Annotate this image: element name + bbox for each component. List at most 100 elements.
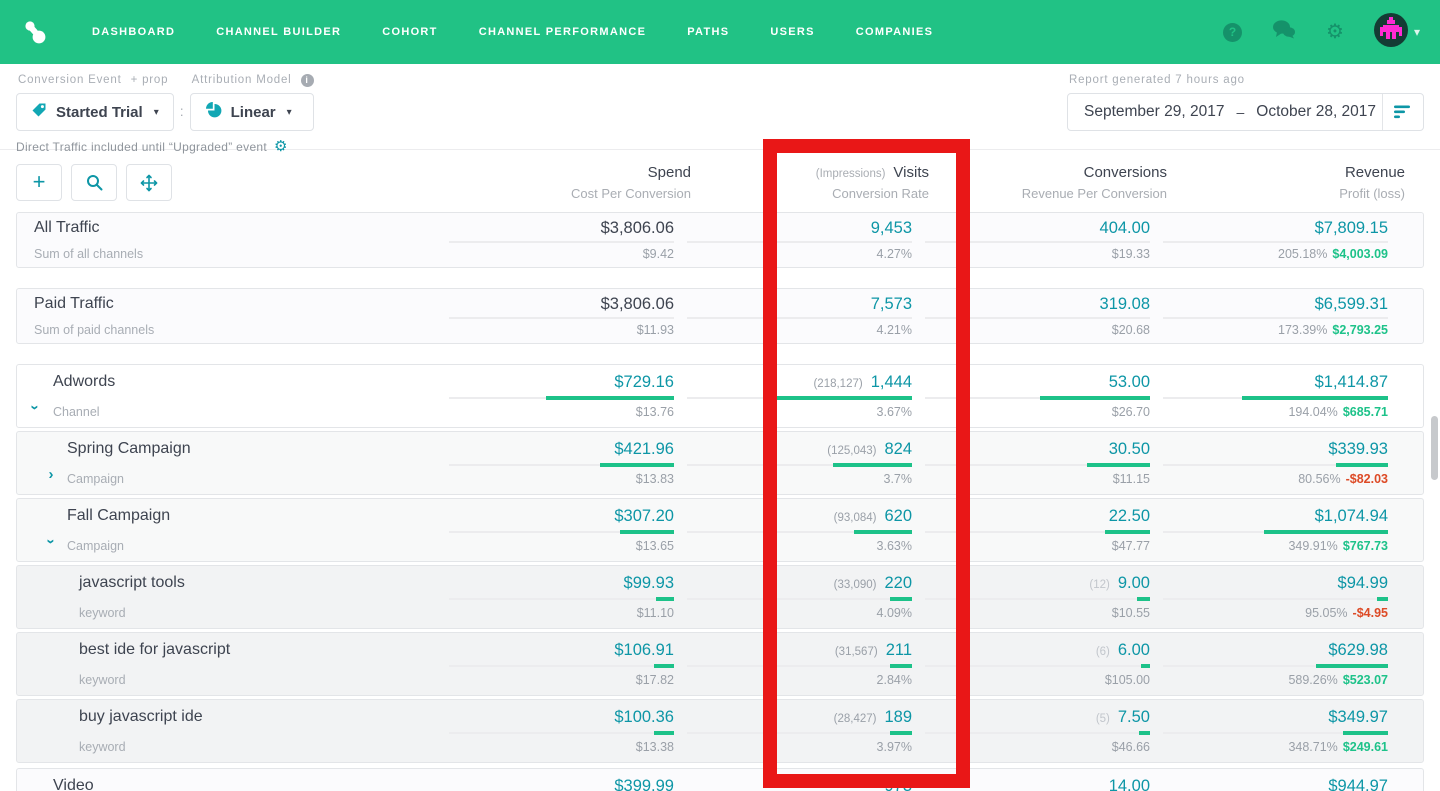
account-menu[interactable]: ▾: [1373, 12, 1420, 52]
filter-separator: :: [179, 103, 184, 119]
paren-count: (12): [1089, 579, 1110, 591]
metric-value: $94.99: [1337, 574, 1388, 592]
nav-item-paths[interactable]: PATHS: [687, 26, 730, 38]
metric-value: $1,414.87: [1314, 373, 1388, 391]
row-subtitle: Sum of paid channels: [34, 323, 155, 337]
expander-collapse-icon[interactable]: ›: [26, 405, 44, 410]
nav-item-channel-performance[interactable]: CHANNEL PERFORMANCE: [478, 26, 647, 38]
metric-value: $1,074.94: [1314, 507, 1388, 525]
metric-bar: [449, 597, 674, 601]
profit-percent: 194.04%: [1288, 405, 1338, 419]
metric-value: 189: [884, 708, 912, 726]
app-logo-icon[interactable]: [22, 17, 52, 47]
scrollbar-thumb[interactable]: [1431, 416, 1438, 480]
expander-collapse-icon[interactable]: ›: [42, 539, 60, 544]
metric-primary: $629.98: [1328, 641, 1388, 660]
metric-primary: (5) 7.50: [1096, 708, 1150, 727]
row-title: All Traffic: [34, 219, 100, 236]
nav-item-channel-builder[interactable]: CHANNEL BUILDER: [216, 26, 342, 38]
nav-item-cohort[interactable]: COHORT: [382, 26, 438, 38]
row-subtitle: Campaign: [67, 472, 124, 486]
metric-bar: [925, 597, 1150, 601]
metric-cell-0: $99.93 $11.10: [436, 574, 674, 620]
metric-primary: $944.97: [1328, 777, 1388, 791]
metric-cell-2: (6) 6.00 $105.00: [912, 641, 1150, 687]
expander-expand-icon[interactable]: ›: [48, 466, 54, 483]
metric-bar: [1163, 664, 1388, 668]
metric-primary: $349.97: [1328, 708, 1388, 727]
table-row-all-traffic[interactable]: All Traffic Sum of all channels $3,806.06 $…: [16, 212, 1424, 268]
date-range-picker[interactable]: September 29, 2017 – October 28, 2017: [1067, 93, 1424, 131]
metric-secondary: 2.84%: [876, 673, 912, 687]
note-settings-gear-icon[interactable]: ⚙: [274, 138, 288, 155]
profit-amount: $4,003.09: [1332, 247, 1388, 261]
metric-secondary: 173.39% $2,793.25: [1278, 323, 1388, 337]
chevron-down-icon: ▾: [1413, 25, 1420, 39]
metric-secondary: 4.21%: [876, 323, 912, 337]
metric-secondary: 4.09%: [876, 606, 912, 620]
table-row-video[interactable]: Video $399.99 973 14.00 $944.97: [16, 768, 1424, 791]
avatar[interactable]: [1373, 12, 1408, 52]
chat-icon[interactable]: [1272, 20, 1296, 44]
metric-secondary: 205.18% $4,003.09: [1278, 247, 1388, 261]
metric-cell-2: 22.50 $47.77: [912, 507, 1150, 553]
metric-value: 6.00: [1117, 641, 1150, 659]
metric-secondary: $46.66: [1111, 740, 1150, 754]
metric-cell-2: 319.08 $20.68: [912, 295, 1150, 337]
table-row-best-ide-for-javascript[interactable]: best ide for javascript keyword $106.91 $17…: [16, 632, 1424, 696]
search-button[interactable]: [71, 164, 117, 201]
paren-count: (5): [1095, 713, 1110, 725]
table-row-spring-campaign[interactable]: › Spring Campaign Campaign $421.96 $13.83 (12…: [16, 431, 1424, 495]
metric-secondary: 194.04% $685.71: [1288, 405, 1388, 419]
nav-item-dashboard[interactable]: DASHBOARD: [92, 26, 176, 38]
metric-cell-2: (12) 9.00 $10.55: [912, 574, 1150, 620]
metric-cell-2: 14.00: [912, 777, 1150, 791]
date-filter-button[interactable]: [1383, 105, 1423, 119]
table-row-adwords[interactable]: › Adwords Channel $729.16 $13.76 (218,127) 1,4…: [16, 364, 1424, 428]
attribution-model-value: Linear: [230, 103, 276, 121]
metric-primary: (6) 6.00: [1096, 641, 1150, 660]
metric-secondary: 349.91% $767.73: [1288, 539, 1388, 553]
settings-gear-icon[interactable]: ⚙: [1326, 21, 1344, 43]
metric-bar-fill: [889, 597, 912, 601]
metric-bar-fill: [1316, 664, 1388, 668]
filter-bar: Conversion Event + prop Started Trial ▾ …: [0, 64, 1440, 154]
table-row-buy-javascript-ide[interactable]: buy javascript ide keyword $100.36 $13.38 (2…: [16, 699, 1424, 763]
metric-bar: [687, 597, 912, 601]
table-row-javascript-tools[interactable]: javascript tools keyword $99.93 $11.10 (33,0…: [16, 565, 1424, 629]
divider: [1382, 94, 1383, 130]
metric-secondary: 4.27%: [876, 247, 912, 261]
metric-bar-fill: [777, 396, 912, 400]
metric-cell-3: $349.97 348.71% $249.61: [1150, 708, 1388, 754]
table-row-fall-campaign[interactable]: › Fall Campaign Campaign $307.20 $13.65 (93,0…: [16, 498, 1424, 562]
metric-cell-1: (28,427) 189 3.97%: [674, 708, 912, 754]
column-header-spend: Spend Cost Per Conversion: [571, 164, 691, 201]
metric-bar: [449, 316, 674, 320]
metric-value: $3,806.06: [600, 219, 674, 237]
profit-percent: 173.39%: [1278, 323, 1328, 337]
move-button[interactable]: [126, 164, 172, 201]
metric-bar-fill: [889, 664, 912, 668]
add-channel-button[interactable]: +: [16, 164, 62, 201]
table-row-paid-traffic[interactable]: Paid Traffic Sum of paid channels $3,806.0…: [16, 288, 1424, 344]
metric-cell-1: 973: [674, 777, 912, 791]
metric-secondary: $47.77: [1111, 539, 1150, 553]
column-header-visits: (Impressions) Visits Conversion Rate: [815, 164, 929, 201]
metric-value: 7.50: [1117, 708, 1150, 726]
metric-bar-fill: [1241, 396, 1388, 400]
nav-item-companies[interactable]: COMPANIES: [855, 26, 934, 38]
conversion-event-dropdown[interactable]: Started Trial ▾: [16, 93, 174, 131]
nav-item-users[interactable]: USERS: [770, 26, 815, 38]
row-name-cell: best ide for javascript keyword: [17, 641, 436, 687]
attribution-model-dropdown[interactable]: Linear ▾: [189, 93, 314, 131]
metric-value: $6,599.31: [1314, 295, 1388, 313]
metric-primary: 9,453: [871, 219, 912, 238]
metric-bar: [449, 530, 674, 534]
metric-primary: 30.50: [1109, 440, 1150, 459]
help-icon[interactable]: ?: [1223, 22, 1243, 42]
add-prop-link[interactable]: + prop: [130, 74, 169, 86]
info-icon[interactable]: i: [300, 73, 314, 87]
metric-value: $729.16: [614, 373, 674, 391]
metric-secondary: $13.38: [635, 740, 674, 754]
metric-bar: [687, 664, 912, 668]
